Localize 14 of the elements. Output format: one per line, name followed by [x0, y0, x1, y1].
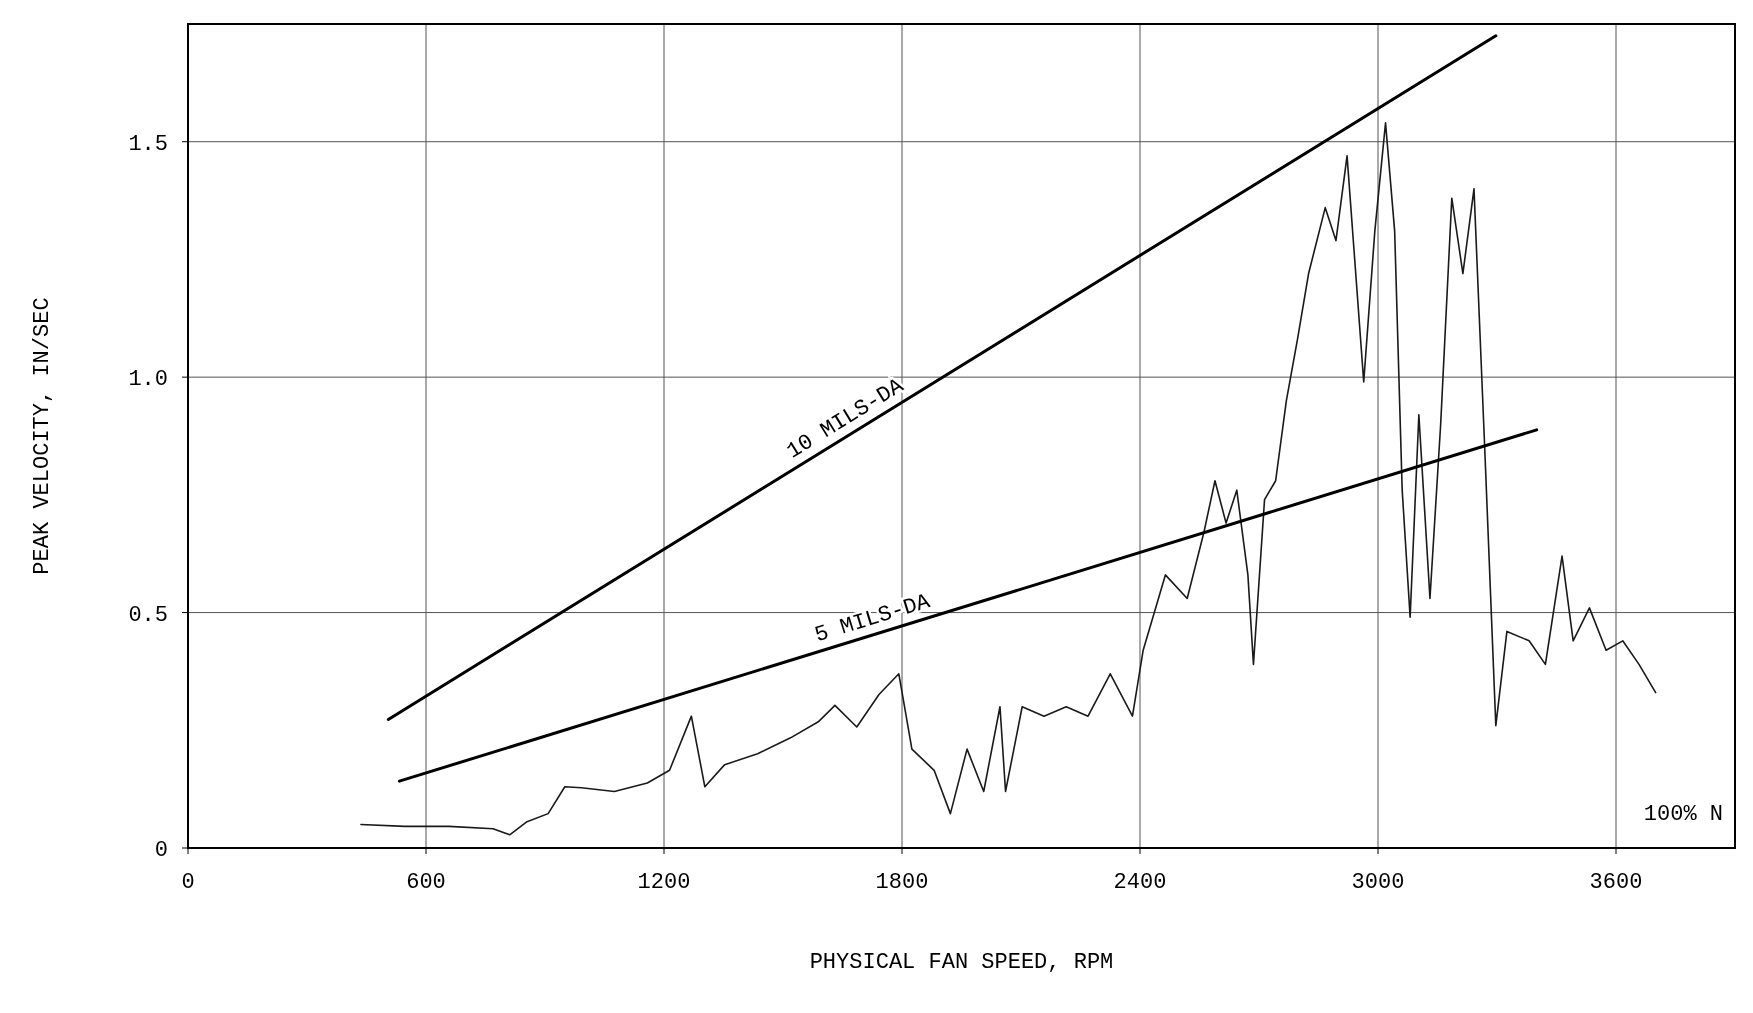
x-tick-label: 2400: [1113, 870, 1167, 895]
y-tick-label: 0: [154, 838, 168, 863]
x-tick-label: 600: [406, 870, 446, 895]
x-tick-label: 1800: [875, 870, 929, 895]
x-tick-label: 3000: [1351, 870, 1405, 895]
y-tick-label: 1.0: [128, 367, 168, 393]
x-tick-label: 1200: [637, 870, 691, 895]
y-tick-label: 1.5: [128, 131, 168, 157]
x-tick-label: 0: [181, 870, 195, 895]
y-axis-title: PEAK VELOCITY, IN/SEC: [30, 297, 55, 575]
x-tick-label: 3600: [1589, 870, 1643, 895]
y-tick-label: 0.5: [128, 602, 168, 628]
x-axis-title: PHYSICAL FAN SPEED, RPM: [809, 950, 1114, 975]
annotation: 100% N: [1643, 802, 1723, 827]
